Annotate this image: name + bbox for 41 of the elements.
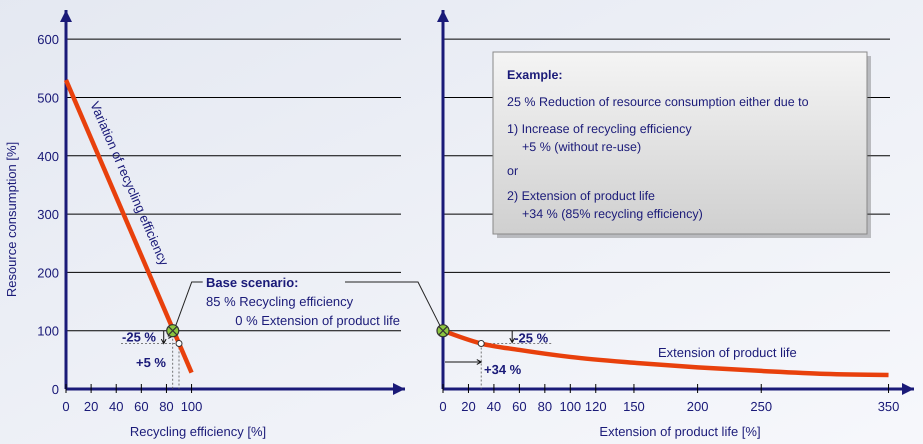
x-tick-label: 350 [878, 399, 900, 414]
annotation: Extension of product life [658, 345, 797, 360]
annotation: -25 % [514, 330, 549, 346]
x-tick-label: 40 [108, 399, 124, 414]
y-tick-label: 200 [37, 265, 59, 280]
y-tick-label: 300 [37, 207, 59, 222]
annotation: +5 % (without re-use) [522, 140, 642, 154]
x-tick-label: 0 [439, 399, 447, 414]
x-tick-label: 200 [686, 399, 708, 414]
x-tick-label: 250 [750, 399, 772, 414]
y-tick-label: 500 [37, 90, 59, 106]
annotation: 85 % Recycling efficiency [206, 294, 354, 309]
annotation: +5 % [136, 355, 166, 370]
annotation: or [507, 164, 518, 178]
annotation: Example: [507, 68, 563, 82]
x-tick-label: 40 [486, 399, 502, 414]
annotation: +34 % (85% recycling efficiency) [522, 207, 703, 221]
x-tick-label: 60 [134, 399, 149, 414]
annotation: +34 % [484, 362, 522, 377]
annotation: 25 % Reduction of resource consumption either due to [507, 95, 809, 109]
x-tick-label: 80 [538, 399, 552, 414]
x-tick-label: 80 [159, 399, 174, 414]
annotation: 0 % Extension of product life [235, 313, 400, 328]
x-axis-title: Extension of product life [%] [599, 424, 761, 439]
y-tick-label: 100 [37, 324, 59, 339]
annotation: 1) Increase of recycling efficiency [507, 122, 692, 136]
annotation: 2) Extension of product life [507, 189, 656, 203]
x-tick-label: 120 [584, 399, 607, 414]
x-tick-label: 100 [559, 399, 582, 414]
x-axis-title: Recycling efficiency [%] [130, 424, 266, 439]
x-tick-label: 150 [623, 399, 645, 414]
y-tick-label: 0 [52, 382, 59, 397]
y-tick-label: 600 [37, 32, 59, 48]
x-tick-label: 20 [84, 399, 98, 414]
x-tick-label: 100 [180, 399, 202, 414]
y-tick-label: 400 [37, 148, 59, 164]
annotation: Base scenario: [206, 275, 298, 290]
x-tick-label: 0 [62, 399, 70, 414]
x-tick-label: 20 [461, 399, 476, 414]
x-tick-label: 60 [512, 399, 527, 414]
y-axis-title: Resource consumption [%] [4, 142, 19, 298]
